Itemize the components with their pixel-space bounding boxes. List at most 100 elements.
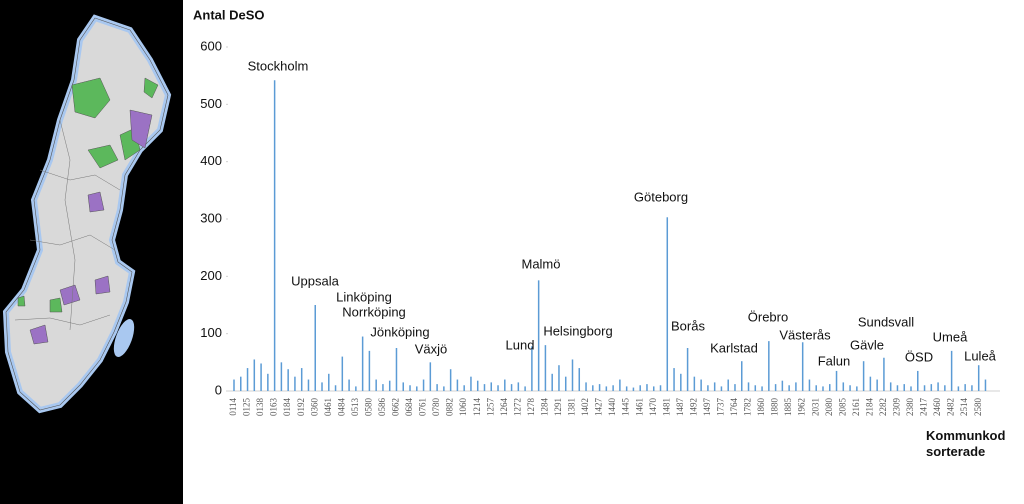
bar-annotation: Luleå: [964, 348, 997, 363]
bar: [842, 382, 845, 391]
x-tick-label: 0484: [336, 398, 346, 417]
x-tick-label: 1481: [661, 398, 671, 416]
bar-annotation: Uppsala: [291, 273, 339, 288]
bar: [328, 373, 330, 391]
bar: [856, 386, 858, 391]
bar-annotation: ÖSD: [905, 349, 933, 364]
x-tick-label: 0114: [228, 398, 238, 416]
bar: [348, 379, 350, 391]
bar: [876, 379, 878, 391]
map: [2, 14, 172, 414]
x-tick-label: 1860: [756, 398, 766, 417]
x-tick-label: 1737: [716, 398, 726, 417]
x-tick-label: 1962: [797, 398, 807, 416]
bar: [700, 379, 702, 391]
bar: [741, 361, 743, 391]
x-tick-label: 2161: [851, 398, 861, 416]
x-tick-label: 1461: [634, 398, 644, 416]
bar-annotation: Norrköping: [342, 304, 406, 319]
bar: [849, 385, 851, 391]
bar: [267, 373, 269, 391]
bar: [713, 382, 716, 391]
bar: [984, 379, 987, 391]
bar: [416, 386, 418, 391]
x-tick-label: 1427: [594, 398, 604, 417]
bar: [612, 385, 614, 391]
bar: [754, 385, 757, 391]
x-tick-label: 2031: [810, 398, 820, 416]
bar: [443, 386, 445, 391]
x-tick-label: 1445: [621, 398, 631, 417]
x-tick-label: 1470: [648, 398, 658, 417]
bar: [646, 384, 648, 391]
bar: [294, 376, 296, 391]
x-tick-label: 1272: [512, 398, 522, 416]
bar-annotation: Växjö: [415, 341, 448, 356]
bar-annotation: Karlstad: [710, 340, 758, 355]
x-tick-label: 0780: [431, 398, 441, 417]
bar: [673, 368, 675, 391]
bar: [375, 379, 377, 391]
bar: [781, 380, 784, 391]
bar: [950, 350, 953, 391]
bar-annotation: Borås: [671, 318, 705, 333]
x-tick-label: 1440: [607, 398, 617, 417]
bar: [707, 385, 709, 391]
x-tick-label: 0586: [377, 398, 387, 417]
x-tick-label: 0580: [363, 398, 373, 417]
x-tick-label: 1402: [580, 398, 590, 416]
bar: [883, 357, 885, 391]
bar: [896, 385, 899, 391]
bar: [355, 386, 357, 391]
y-tick-label: 500: [200, 96, 222, 111]
bar-annotation: Sundsvall: [858, 314, 914, 329]
x-tick-label: 1492: [688, 398, 698, 416]
bar: [368, 350, 371, 391]
bar: [720, 386, 723, 391]
bar: [314, 305, 316, 391]
bar: [388, 380, 391, 391]
bar: [774, 384, 777, 391]
bar: [619, 379, 621, 391]
y-tick-label: 600: [200, 38, 222, 53]
bar: [470, 376, 472, 391]
bar: [361, 336, 364, 391]
x-tick-label: 1381: [567, 398, 577, 416]
x-tick-label: 1880: [770, 398, 780, 417]
x-tick-label: 0761: [418, 398, 428, 416]
x-tick-label: 1487: [675, 398, 685, 417]
bar: [639, 385, 641, 391]
y-tick-label: 200: [200, 268, 222, 283]
bar: [910, 386, 912, 391]
bar: [483, 384, 486, 391]
bar: [463, 385, 465, 391]
y-tick-label: 300: [200, 210, 222, 225]
x-tick-label: 2460: [932, 398, 942, 417]
x-tick-label: 2380: [905, 398, 915, 417]
bar: [625, 386, 628, 391]
bar: [808, 379, 811, 391]
bar: [768, 341, 770, 391]
bar: [652, 386, 655, 391]
x-tick-label: 0163: [269, 398, 279, 417]
x-tick-label: 1782: [743, 398, 753, 416]
bar-annotation: Jönköping: [370, 324, 429, 339]
x-tick-label: 2085: [837, 398, 847, 417]
bar: [280, 362, 283, 391]
bar-annotation: Umeå: [933, 329, 968, 344]
bar: [666, 217, 669, 391]
bar: [977, 365, 980, 391]
bar: [551, 373, 553, 391]
bar: [422, 379, 425, 391]
x-tick-label: 2482: [946, 398, 956, 416]
x-tick-label: 2309: [892, 398, 902, 417]
x-tick-label: 2580: [973, 398, 983, 417]
bar: [693, 376, 696, 391]
bar: [382, 384, 384, 391]
x-tick-label: 0360: [309, 398, 319, 417]
x-tick-label: 0138: [255, 398, 265, 417]
x-tick-label: 0184: [282, 398, 292, 417]
bar: [822, 386, 824, 391]
